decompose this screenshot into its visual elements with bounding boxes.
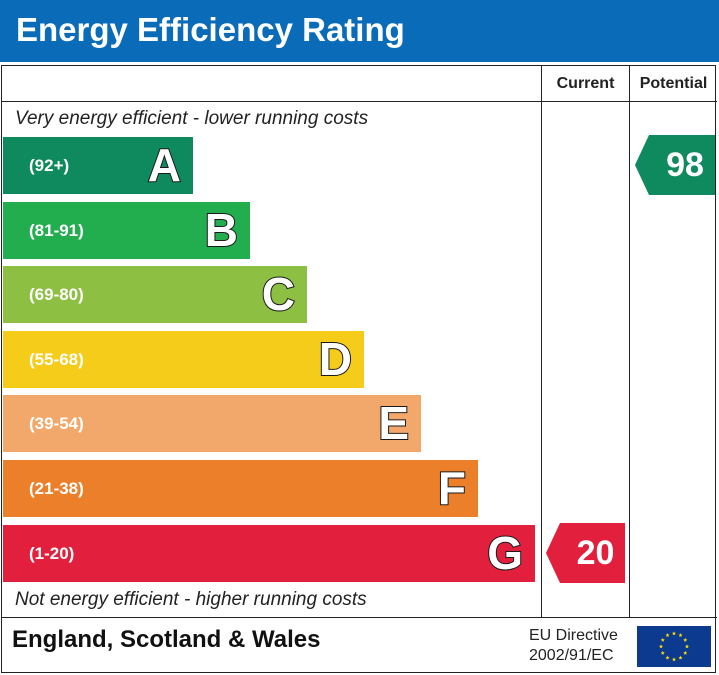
band-range-label: (1-20) xyxy=(29,544,75,563)
column-divider-potential xyxy=(629,65,630,617)
eu-flag-icon xyxy=(637,626,711,667)
directive-line-1: EU Directive xyxy=(529,627,618,644)
band-letter-label: B xyxy=(204,203,239,257)
current-rating-indicator-value: 20 xyxy=(576,534,615,572)
potential-rating-indicator-value: 98 xyxy=(666,146,704,184)
rating-band-d: (55-68) D xyxy=(3,331,364,388)
band-letter-label: E xyxy=(377,396,410,450)
chart-title: Energy Efficiency Rating xyxy=(16,11,405,48)
band-range-label: (21-38) xyxy=(29,479,84,498)
eu-star-icon xyxy=(665,633,670,638)
rating-band-g: (1-20) G xyxy=(3,525,535,582)
chart-frame xyxy=(1,65,716,673)
rating-band-f: (21-38) F xyxy=(3,460,478,517)
footer-divider xyxy=(1,617,717,618)
eu-star-icon xyxy=(660,650,665,655)
band-letter-label: C xyxy=(261,267,296,321)
caption-bottom: Not energy efficient - higher running co… xyxy=(15,589,367,610)
current-rating-indicator-shape xyxy=(546,523,625,583)
band-range-label: (55-68) xyxy=(29,350,84,369)
eu-star-icon xyxy=(683,637,688,642)
rating-band-e: (39-54) E xyxy=(3,395,421,452)
eu-star-icon xyxy=(665,655,670,660)
band-range-label: (92+) xyxy=(29,156,70,175)
footer-directive: EU Directive 2002/91/EC xyxy=(529,626,618,666)
eu-star-icon xyxy=(658,644,664,649)
eu-star-icon xyxy=(671,631,677,636)
band-range-label: (69-80) xyxy=(29,285,84,304)
eu-star-icon xyxy=(684,644,690,649)
potential-rating-indicator-shape xyxy=(635,135,715,195)
column-header-potential: Potential xyxy=(639,75,708,92)
eu-star-icon xyxy=(683,650,688,655)
header-row-divider xyxy=(1,101,717,102)
band-letter-label: G xyxy=(486,526,524,580)
current-rating-indicator: 20 xyxy=(546,523,625,583)
footer-region: England, Scotland & Wales xyxy=(12,626,321,653)
rating-band-a: (92+) A xyxy=(3,137,193,194)
eu-star-icon xyxy=(671,657,677,662)
band-range-label: (39-54) xyxy=(29,414,84,433)
eu-star-icon xyxy=(678,633,683,638)
eu-star-icon xyxy=(660,637,665,642)
band-range-label: (81-91) xyxy=(29,221,84,240)
eu-star-icon xyxy=(678,655,683,660)
band-letter-label: A xyxy=(147,138,182,192)
directive-line-2: 2002/91/EC xyxy=(529,647,614,664)
column-header-current: Current xyxy=(556,75,615,92)
band-letter-label: D xyxy=(318,332,353,386)
header-bar: Energy Efficiency Rating xyxy=(0,0,719,62)
potential-rating-indicator: 98 xyxy=(635,135,715,195)
column-divider-current xyxy=(541,65,542,617)
rating-band-c: (69-80) C xyxy=(3,266,307,323)
rating-band-b: (81-91) B xyxy=(3,202,250,259)
band-letter-label: F xyxy=(437,461,467,515)
caption-top: Very energy efficient - lower running co… xyxy=(15,108,369,129)
